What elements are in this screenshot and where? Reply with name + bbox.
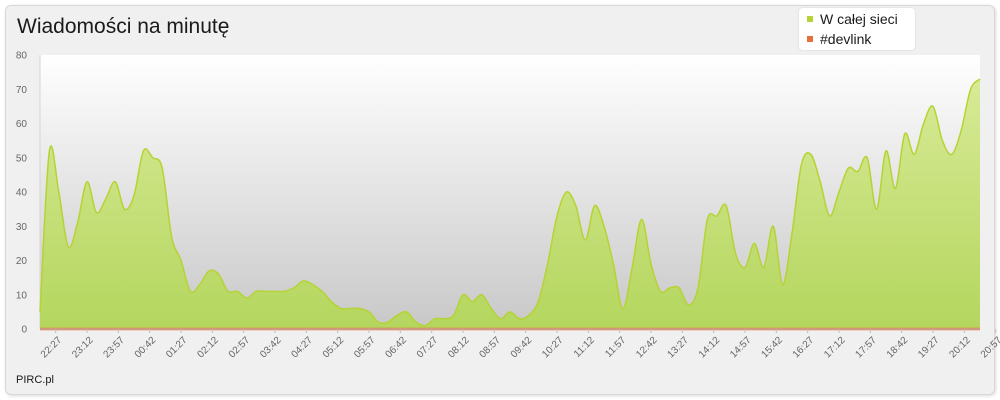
- chart-legend: W całej sieci #devlink: [799, 8, 915, 50]
- series-line-network: [39, 78, 981, 327]
- x-tick-label: 08:57: [478, 335, 504, 361]
- x-tick-label: 16:27: [791, 335, 817, 361]
- x-tick-label: 01:27: [164, 335, 190, 361]
- x-tick-label: 12:42: [634, 335, 660, 361]
- x-tick-label: 18:42: [885, 335, 911, 361]
- y-tick-label: 20: [16, 256, 28, 267]
- legend-swatch-devlink: [807, 36, 813, 43]
- x-tick-label: 05:12: [321, 335, 347, 361]
- y-tick-label: 60: [16, 119, 28, 130]
- x-tick-label: 22:27: [39, 335, 65, 361]
- x-tick-label: 05:57: [352, 335, 378, 361]
- x-tick-label: 17:12: [822, 335, 848, 361]
- legend-item-devlink[interactable]: #devlink: [807, 31, 871, 47]
- x-tick-label: 15:42: [760, 335, 786, 361]
- x-tick-label: 02:12: [196, 335, 222, 361]
- legend-label-devlink: #devlink: [820, 31, 872, 47]
- x-tick-label: 11:12: [572, 335, 597, 360]
- x-tick-label: 11:57: [603, 335, 628, 360]
- x-tick-label: 06:42: [384, 335, 410, 361]
- y-tick-label: 0: [21, 325, 27, 336]
- x-tick-label: 08:12: [446, 335, 472, 361]
- x-tick-label: 03:42: [258, 335, 284, 361]
- x-axis: 22:27 23:12 23:57 00:42 01:27 02:12 02:57 03:42…: [39, 328, 1000, 361]
- y-tick-label: 10: [16, 290, 28, 301]
- legend-item-network[interactable]: W całej sieci: [807, 11, 898, 27]
- x-tick-label: 20:12: [948, 335, 974, 361]
- y-tick-label: 50: [16, 153, 28, 164]
- x-tick-label: 20:57: [979, 335, 1000, 361]
- x-tick-label: 02:57: [227, 335, 253, 361]
- x-tick-label: 19:27: [916, 335, 942, 361]
- x-tick-label: 17:57: [854, 335, 880, 361]
- x-tick-label: 14:57: [728, 335, 754, 361]
- y-axis: 0 10 20 30 40 50 60 70 80: [16, 51, 41, 336]
- y-tick-label: 70: [16, 85, 28, 96]
- x-tick-label: 00:42: [133, 335, 159, 361]
- x-tick-label: 04:27: [290, 335, 316, 361]
- y-tick-label: 80: [16, 51, 28, 62]
- x-tick-label: 23:12: [70, 335, 96, 361]
- series-area-network: [40, 78, 980, 329]
- y-tick-label: 40: [16, 188, 28, 199]
- y-tick-label: 30: [16, 222, 28, 233]
- x-tick-label: 23:57: [102, 335, 128, 361]
- legend-swatch-network: [807, 16, 813, 23]
- x-tick-label: 09:42: [509, 335, 535, 361]
- footer-source: PIRC.pl: [16, 374, 54, 386]
- chart-title: Wiadomości na minutę: [17, 15, 230, 38]
- x-tick-label: 10:27: [540, 335, 566, 361]
- x-tick-label: 13:27: [666, 335, 692, 361]
- x-tick-label: 07:27: [415, 335, 441, 361]
- legend-label-network: W całej sieci: [820, 11, 898, 27]
- x-tick-label: 14:12: [697, 335, 723, 361]
